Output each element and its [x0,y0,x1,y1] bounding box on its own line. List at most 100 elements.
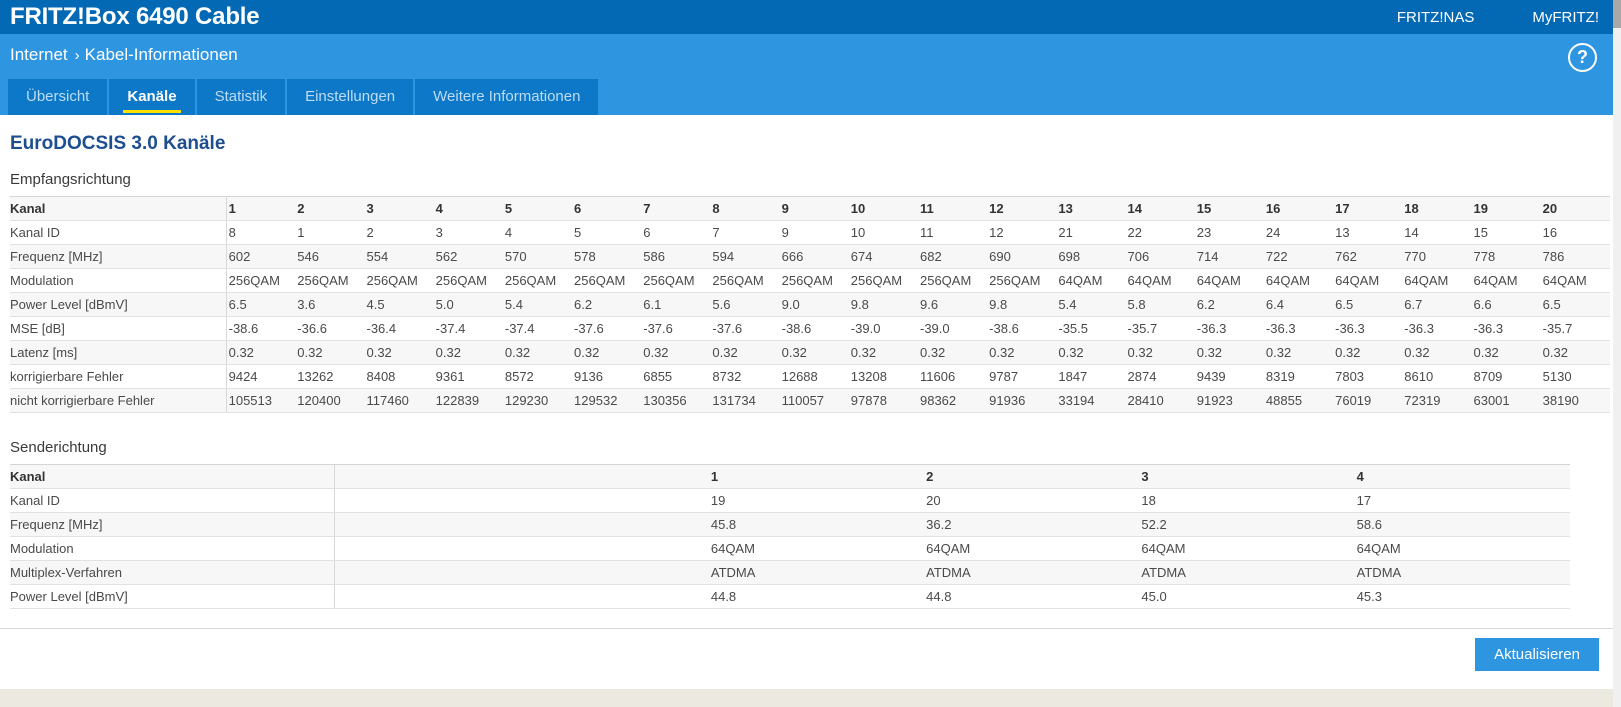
table-cell: -37.6 [641,316,711,341]
breadcrumb-current: Kabel-Informationen [84,45,238,64]
table-cell: 5130 [1540,364,1610,389]
table-cell: 256QAM [364,268,434,293]
row-label: MSE [dB] [10,316,227,341]
table-cell: 19 [708,488,925,513]
table-cell: 13262 [295,364,365,389]
table-cell: 0.32 [364,340,434,365]
table-cell: 8732 [710,364,780,389]
channel-header-cell: 1 [226,196,296,221]
table-cell: 9136 [572,364,642,389]
table-row: Modulation 256QAM 256QAM 256QAM 256QAM 256QAM… [10,268,1610,293]
table-spacer-cell [334,512,709,537]
table-cell: 23 [1194,220,1264,245]
table-row: Modulation 64QAM 64QAM 64QAM 64QAM [10,536,1570,561]
table-cell: 52.2 [1139,512,1355,537]
channel-header-cell: 10 [848,196,918,221]
table-cell: 0.32 [295,340,365,365]
table-cell: 76019 [1333,388,1403,413]
tab-weitere-informationen[interactable]: Weitere Informationen [415,79,599,115]
table-cell: 6.2 [572,292,642,317]
tab-uebersicht[interactable]: Übersicht [8,79,108,115]
refresh-button[interactable]: Aktualisieren [1475,638,1599,671]
table-row: Power Level [dBmV] 6.5 3.6 4.5 5.0 5.4 6.2 6.1 5… [10,292,1610,317]
table-cell: 8 [226,220,296,245]
table-cell: 17 [1354,488,1570,513]
table-cell: 0.32 [572,340,642,365]
table-cell: 8319 [1263,364,1334,389]
table-cell: 131734 [710,388,780,413]
table-cell: 33194 [1056,388,1126,413]
upstream-table-body: Kanal 1 2 3 4 Kanal ID 19 20 18 17 Frequenz [MHz] 4… [10,464,1570,609]
nav-band: Internet › Kabel-Informationen ? Übersicht… [0,34,1613,115]
table-row: Frequenz [MHz] 45.8 36.2 52.2 58.6 [10,512,1570,537]
table-cell: 11606 [917,364,988,389]
tab-kanaele[interactable]: Kanäle [109,79,195,115]
table-cell: -37.6 [710,316,780,341]
table-cell: 4 [502,220,573,245]
table-cell: -36.3 [1471,316,1541,341]
upstream-section-label: Senderichtung [10,439,107,456]
page-scrollbar[interactable] [1613,0,1621,707]
table-cell: 666 [779,244,849,269]
table-cell: 8408 [364,364,434,389]
row-label: Frequenz [MHz] [10,512,335,537]
table-cell: 3 [433,220,503,245]
table-cell: 0.32 [502,340,573,365]
table-cell: 15 [1471,220,1541,245]
table-row: Frequenz [MHz] 602 546 554 562 570 578 586 594 66… [10,244,1610,269]
breadcrumb: Internet › Kabel-Informationen [10,45,238,65]
table-cell: 6855 [641,364,711,389]
table-cell: 256QAM [295,268,365,293]
channel-header-cell: 7 [641,196,711,221]
scrollbar-thumb[interactable] [1613,0,1621,28]
table-cell: 9 [779,220,849,245]
channel-header-cell: 8 [710,196,780,221]
row-label: Frequenz [MHz] [10,244,227,269]
table-cell: -37.4 [502,316,573,341]
table-cell: 7803 [1333,364,1403,389]
channel-header-cell: 9 [779,196,849,221]
table-cell: 6.5 [1540,292,1610,317]
breadcrumb-root[interactable]: Internet [10,45,68,64]
table-cell: 48855 [1263,388,1334,413]
link-fritznas[interactable]: FRITZ!NAS [1396,8,1475,26]
table-cell: 0.32 [710,340,780,365]
table-cell: ATDMA [1354,560,1570,585]
row-label: Kanal ID [10,220,227,245]
tab-bar: Übersicht Kanäle Statistik Einstellungen… [8,79,599,115]
table-spacer-cell [334,536,709,561]
channel-header-cell: 13 [1056,196,1126,221]
channel-header-cell: 20 [1540,196,1610,221]
table-cell: 546 [295,244,365,269]
table-cell: 110057 [779,388,849,413]
row-label: nicht korrigierbare Fehler [10,388,227,413]
top-bar: FRITZ!Box 6490 Cable FRITZ!NAS MyFRITZ! [0,0,1613,34]
table-cell: 64QAM [924,536,1140,561]
table-row: Latenz [ms] 0.32 0.32 0.32 0.32 0.32 0.32 0.32 0… [10,340,1610,365]
table-cell: 4.5 [364,292,434,317]
table-cell: 14 [1402,220,1472,245]
table-cell: 44.8 [708,584,925,609]
table-cell: 256QAM [848,268,918,293]
table-cell: 20 [924,488,1140,513]
table-cell: 12688 [779,364,849,389]
table-cell: 58.6 [1354,512,1570,537]
table-cell: 0.32 [917,340,988,365]
table-cell: 91923 [1194,388,1264,413]
table-cell: 698 [1056,244,1126,269]
table-cell: 122839 [433,388,503,413]
downstream-section-label: Empfangsrichtung [10,171,131,188]
tab-einstellungen[interactable]: Einstellungen [287,79,414,115]
table-cell: 24 [1263,220,1334,245]
tab-statistik[interactable]: Statistik [196,79,286,115]
table-row: Kanal ID 19 20 18 17 [10,488,1570,513]
help-icon[interactable]: ? [1568,43,1597,72]
table-cell: 6.5 [1333,292,1403,317]
table-spacer-cell [334,584,709,609]
table-cell: 0.32 [641,340,711,365]
link-myfritz[interactable]: MyFRITZ! [1532,8,1599,26]
table-row: Power Level [dBmV] 44.8 44.8 45.0 45.3 [10,584,1570,609]
table-cell: 256QAM [572,268,642,293]
channel-header-cell: 11 [917,196,988,221]
